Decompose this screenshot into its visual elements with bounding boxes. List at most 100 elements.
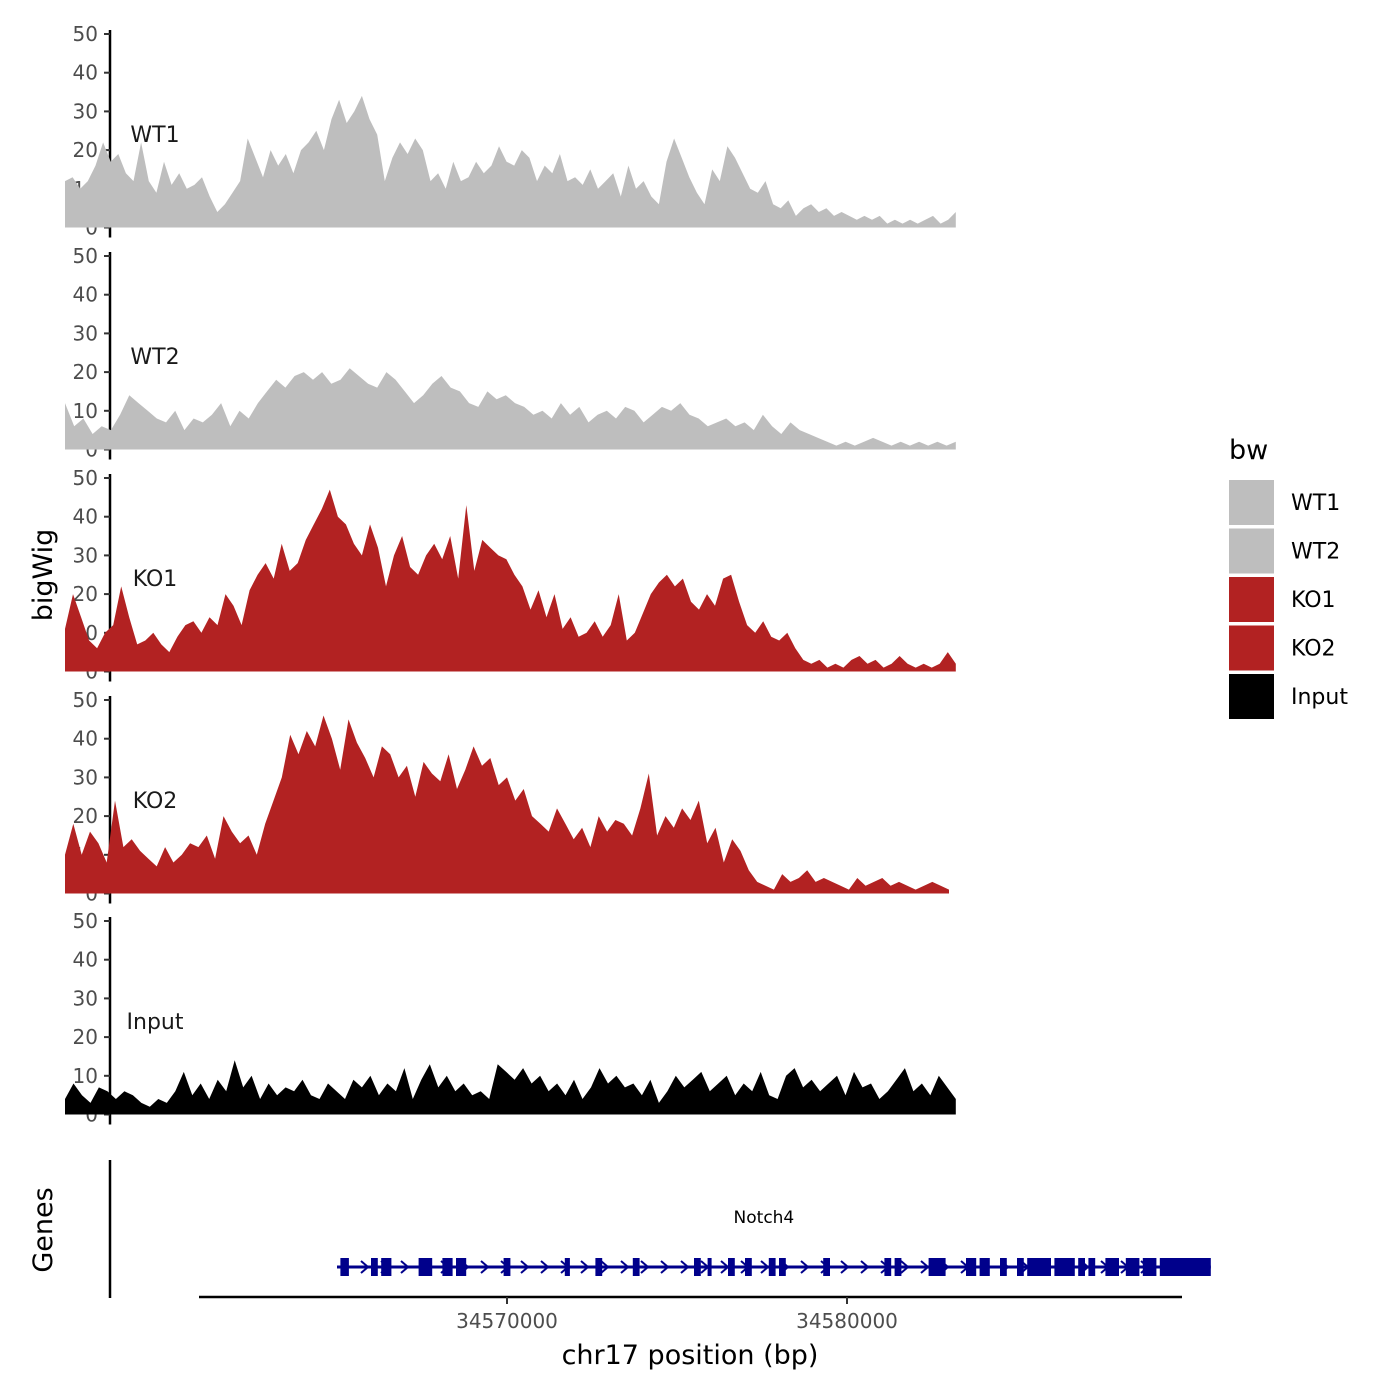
legend: bw WT1 WT2 KO1 KO2 Input: [1229, 435, 1348, 719]
y-tick-label: 50: [73, 22, 98, 46]
strand-arrow: [360, 1260, 370, 1274]
genes-axis-title: Genes: [28, 1187, 59, 1272]
strand-arrow: [760, 1260, 770, 1274]
gene-exon: [1017, 1258, 1024, 1276]
gene-name-label: Notch4: [734, 1208, 795, 1228]
y-tick-label: 50: [73, 244, 98, 268]
y-tick-label: 30: [73, 321, 98, 345]
gene-exon: [418, 1258, 433, 1276]
gene-exon: [768, 1258, 776, 1276]
gene-exon: [503, 1258, 511, 1276]
strand-arrow: [840, 1260, 850, 1274]
y-tick-label: 50: [73, 466, 98, 490]
track-input: 01020304050Input: [65, 909, 956, 1127]
gene-exon: [894, 1258, 902, 1276]
strand-arrow: [800, 1260, 810, 1274]
track-label: WT2: [130, 345, 179, 370]
y-tick-label: 20: [73, 582, 98, 606]
gene-notch4: Notch4: [337, 1208, 1211, 1276]
strand-arrow: [520, 1260, 530, 1274]
gene-exon: [371, 1258, 378, 1276]
y-tick-label: 40: [73, 727, 98, 751]
gene-exon: [966, 1258, 977, 1276]
legend-item-ko1: KO1: [1229, 577, 1336, 622]
y-tick-label: 20: [73, 138, 98, 162]
gene-exon: [745, 1258, 752, 1276]
x-axis: 34570000 34580000: [199, 1295, 1182, 1333]
track-ko1: 01020304050KO1: [65, 466, 956, 684]
legend-label: WT2: [1291, 540, 1340, 565]
track-ko2: 01020304050KO2: [65, 688, 949, 906]
coverage-area-ko1: [65, 489, 956, 672]
track-label: KO2: [133, 789, 178, 814]
y-tick-label: 30: [73, 543, 98, 567]
y-tick-label: 20: [73, 804, 98, 828]
legend-swatch: [1229, 577, 1274, 622]
y-tick-label: 50: [73, 688, 98, 712]
gene-exon: [1078, 1258, 1085, 1276]
genes-panel: Notch4: [108, 1160, 1211, 1298]
x-tick-label: 34570000: [456, 1309, 558, 1333]
legend-swatch: [1229, 528, 1274, 574]
strand-arrow: [680, 1260, 690, 1274]
coverage-area-ko2: [65, 715, 949, 894]
gene-exon: [928, 1258, 946, 1276]
legend-label: KO2: [1291, 637, 1336, 662]
legend-item-wt2: WT2: [1229, 528, 1340, 574]
track-label: WT1: [130, 123, 179, 148]
coverage-area-input: [65, 1060, 956, 1115]
gene-exon: [595, 1258, 603, 1276]
gene-exon: [1027, 1258, 1051, 1276]
x-tick-label: 34580000: [796, 1309, 898, 1333]
coverage-area-wt2: [65, 368, 956, 450]
gene-exon: [442, 1258, 453, 1276]
gene-exon: [823, 1258, 830, 1276]
coverage-area-wt1: [65, 95, 956, 228]
gene-exon: [779, 1258, 786, 1276]
y-tick-label: 30: [73, 99, 98, 123]
gene-exon: [381, 1258, 392, 1276]
y-axis-title: bigWig: [28, 529, 59, 622]
y-tick-label: 40: [73, 948, 98, 972]
strand-arrow: [580, 1260, 590, 1274]
gene-exon: [1125, 1258, 1140, 1276]
y-tick-label: 40: [73, 283, 98, 307]
gene-exon: [1142, 1258, 1157, 1276]
strand-arrow: [640, 1260, 650, 1274]
strand-arrow: [920, 1260, 930, 1274]
x-axis-title: chr17 position (bp): [562, 1340, 819, 1371]
legend-swatch: [1229, 480, 1274, 525]
gene-exon: [694, 1258, 701, 1276]
y-tick-label: 30: [73, 765, 98, 789]
track-label: Input: [127, 1010, 184, 1035]
gene-exon: [1000, 1258, 1007, 1276]
track-wt2: 01020304050WT2: [65, 244, 956, 462]
gene-exon: [979, 1258, 990, 1276]
y-tick-label: 20: [73, 1025, 98, 1049]
legend-item-wt1: WT1: [1229, 480, 1340, 525]
gene-exon: [1054, 1258, 1075, 1276]
y-tick-label: 40: [73, 61, 98, 85]
strand-arrow: [660, 1260, 670, 1274]
gene-exon: [1088, 1258, 1096, 1276]
track-panels: 01020304050WT101020304050WT201020304050K…: [65, 22, 956, 1127]
strand-arrow: [900, 1260, 910, 1274]
gene-exon: [1159, 1258, 1211, 1276]
strand-arrow: [540, 1260, 550, 1274]
y-tick-label: 50: [73, 909, 98, 933]
gene-exon: [1105, 1258, 1119, 1276]
legend-swatch: [1229, 625, 1274, 671]
track-wt1: 01020304050WT1: [65, 22, 956, 240]
gene-exon: [632, 1258, 640, 1276]
y-tick-label: 10: [73, 1064, 98, 1088]
legend-label: Input: [1291, 685, 1348, 710]
legend-items: WT1 WT2 KO1 KO2 Input: [1229, 480, 1348, 719]
strand-arrow: [860, 1260, 870, 1274]
track-label: KO1: [133, 567, 178, 592]
y-tick-label: 40: [73, 505, 98, 529]
gene-exon: [884, 1258, 892, 1276]
strand-arrow: [620, 1260, 630, 1274]
legend-item-ko2: KO2: [1229, 625, 1336, 671]
legend-swatch: [1229, 674, 1274, 719]
